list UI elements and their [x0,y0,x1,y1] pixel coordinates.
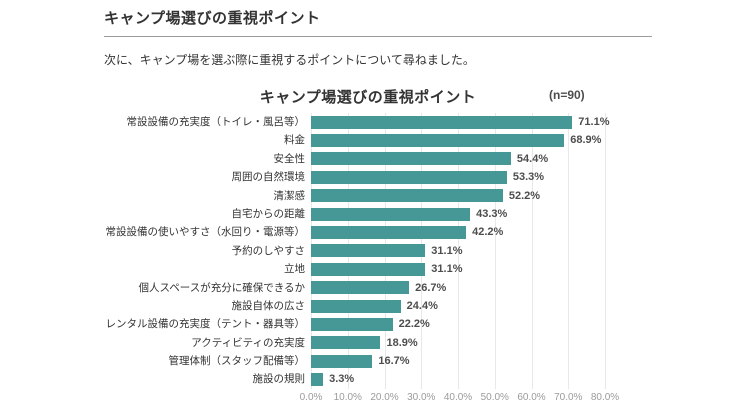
category-label: 料金 [284,134,305,147]
bar [311,354,373,368]
x-tick-label: 50.0% [480,391,509,403]
gridline [494,113,496,389]
bar-row: 24.4% [311,297,605,315]
bar-row: 31.1% [311,242,605,260]
category-label: 自宅からの距離 [231,207,306,220]
gridline [458,113,459,389]
bar-value-label: 16.7% [378,355,410,368]
bar [311,336,381,350]
bar-value-label: 42.2% [472,226,504,239]
category-label: 施設自体の広さ [231,299,306,312]
x-axis: 0.0% 10.0% 20.0% 30.0% 40.0% 50.0% 60.0% 70.0% 8… [300,391,620,406]
sample-size-label: (n=90) [549,88,585,102]
category-label: レンタル設備の充実度（テント・器具等） [105,318,306,331]
category-label: 常設設備の使いやすさ（水回り・電源等） [105,226,306,239]
x-tick-label: 10.0% [333,391,362,403]
bar-row: 3.3% [311,370,605,388]
bar-value-label: 24.4% [406,299,438,312]
bar [311,115,573,129]
bar [311,170,507,184]
bar [311,189,503,203]
bar-row: 43.3% [311,205,605,223]
chart-body: 常設設備の充実度（トイレ・風呂等） 料金安全性周囲の自然環境清潔感自宅からの距離常… [100,113,680,389]
bar-row: 53.3% [311,168,605,186]
gridline [531,113,533,389]
bar [311,299,401,313]
plot-area: 71.1% 68.9% 54.4% 53.3% 52.2% 43.3% 42.2% 31.1%… [311,113,609,389]
bar [311,317,393,331]
category-label: 管理体制（スタッフ配備等） [168,355,306,368]
bar-value-label: 71.1% [578,116,610,128]
bar-value-label: 18.9% [386,336,418,349]
gridline [568,113,570,389]
bar-row: 31.1% [311,260,605,278]
bar-value-label: 31.1% [431,244,463,257]
bar [311,152,511,166]
bar-value-label: 68.9% [570,134,602,147]
page-header: キャンプ場選びの重視ポイント [104,0,652,37]
bar-value-label: 53.3% [512,171,545,184]
x-tick-label: 80.0% [590,391,620,403]
x-tick-label: 70.0% [554,391,583,403]
header-divider [104,36,652,37]
bar [311,262,426,276]
x-tick-label: 30.0% [407,391,436,403]
bar-row: 68.9% [311,131,605,149]
bar-row: 16.7% [311,352,605,370]
bar [311,207,471,221]
x-tick-label: 60.0% [517,391,546,403]
bar [311,244,426,258]
bar-row: 42.2% [311,223,605,241]
bar-value-label: 52.2% [508,189,541,202]
x-tick-label: 40.0% [443,391,473,403]
intro-text: 次に、キャンプ場を選ぶ際に重視するポイントについて尋ねました。 [104,53,475,67]
bar-chart: キャンプ場選びの重視ポイント (n=90) 常設設備の充実度（トイレ・風呂等） 料… [100,86,680,406]
chart-header: キャンプ場選びの重視ポイント (n=90) [100,86,680,106]
bar-row: 18.9% [311,334,605,352]
category-label: 周囲の自然環境 [231,171,306,184]
x-tick-label: 0.0% [299,391,323,403]
bar-value-label: 3.3% [329,373,355,386]
x-tick-label: 20.0% [370,391,399,403]
bar [311,226,467,240]
bar-value-label: 43.3% [476,207,508,220]
bar-row: 52.2% [311,187,605,205]
category-label: 安全性 [273,152,306,165]
bar-value-label: 54.4% [516,152,549,165]
category-label: 施設の規則 [252,373,306,386]
gridline [605,113,606,389]
category-label: 常設設備の充実度（トイレ・風呂等） [126,116,306,128]
bar-value-label: 22.2% [398,318,430,331]
bar-row: 26.7% [311,279,605,297]
bar-value-label: 26.7% [415,281,447,294]
page-title: キャンプ場選びの重視ポイント [104,10,321,27]
bar-row: 54.4% [311,150,605,168]
category-label: 清潔感 [273,189,306,202]
bar [311,134,565,148]
chart-title: キャンプ場選びの重視ポイント [259,89,477,106]
category-label: 立地 [284,263,305,276]
bar-row: 71.1% [311,113,609,131]
category-label: アクティビティの充実度 [191,336,305,349]
bar [311,373,324,387]
category-label: 個人スペースが充分に確保できるか [138,281,305,294]
bar-value-label: 31.1% [431,263,463,276]
bar-row: 22.2% [311,315,605,333]
bar [311,281,410,295]
category-label: 予約のしやすさ [231,244,305,257]
category-labels: 常設設備の充実度（トイレ・風呂等） 料金安全性周囲の自然環境清潔感自宅からの距離常… [100,113,311,389]
